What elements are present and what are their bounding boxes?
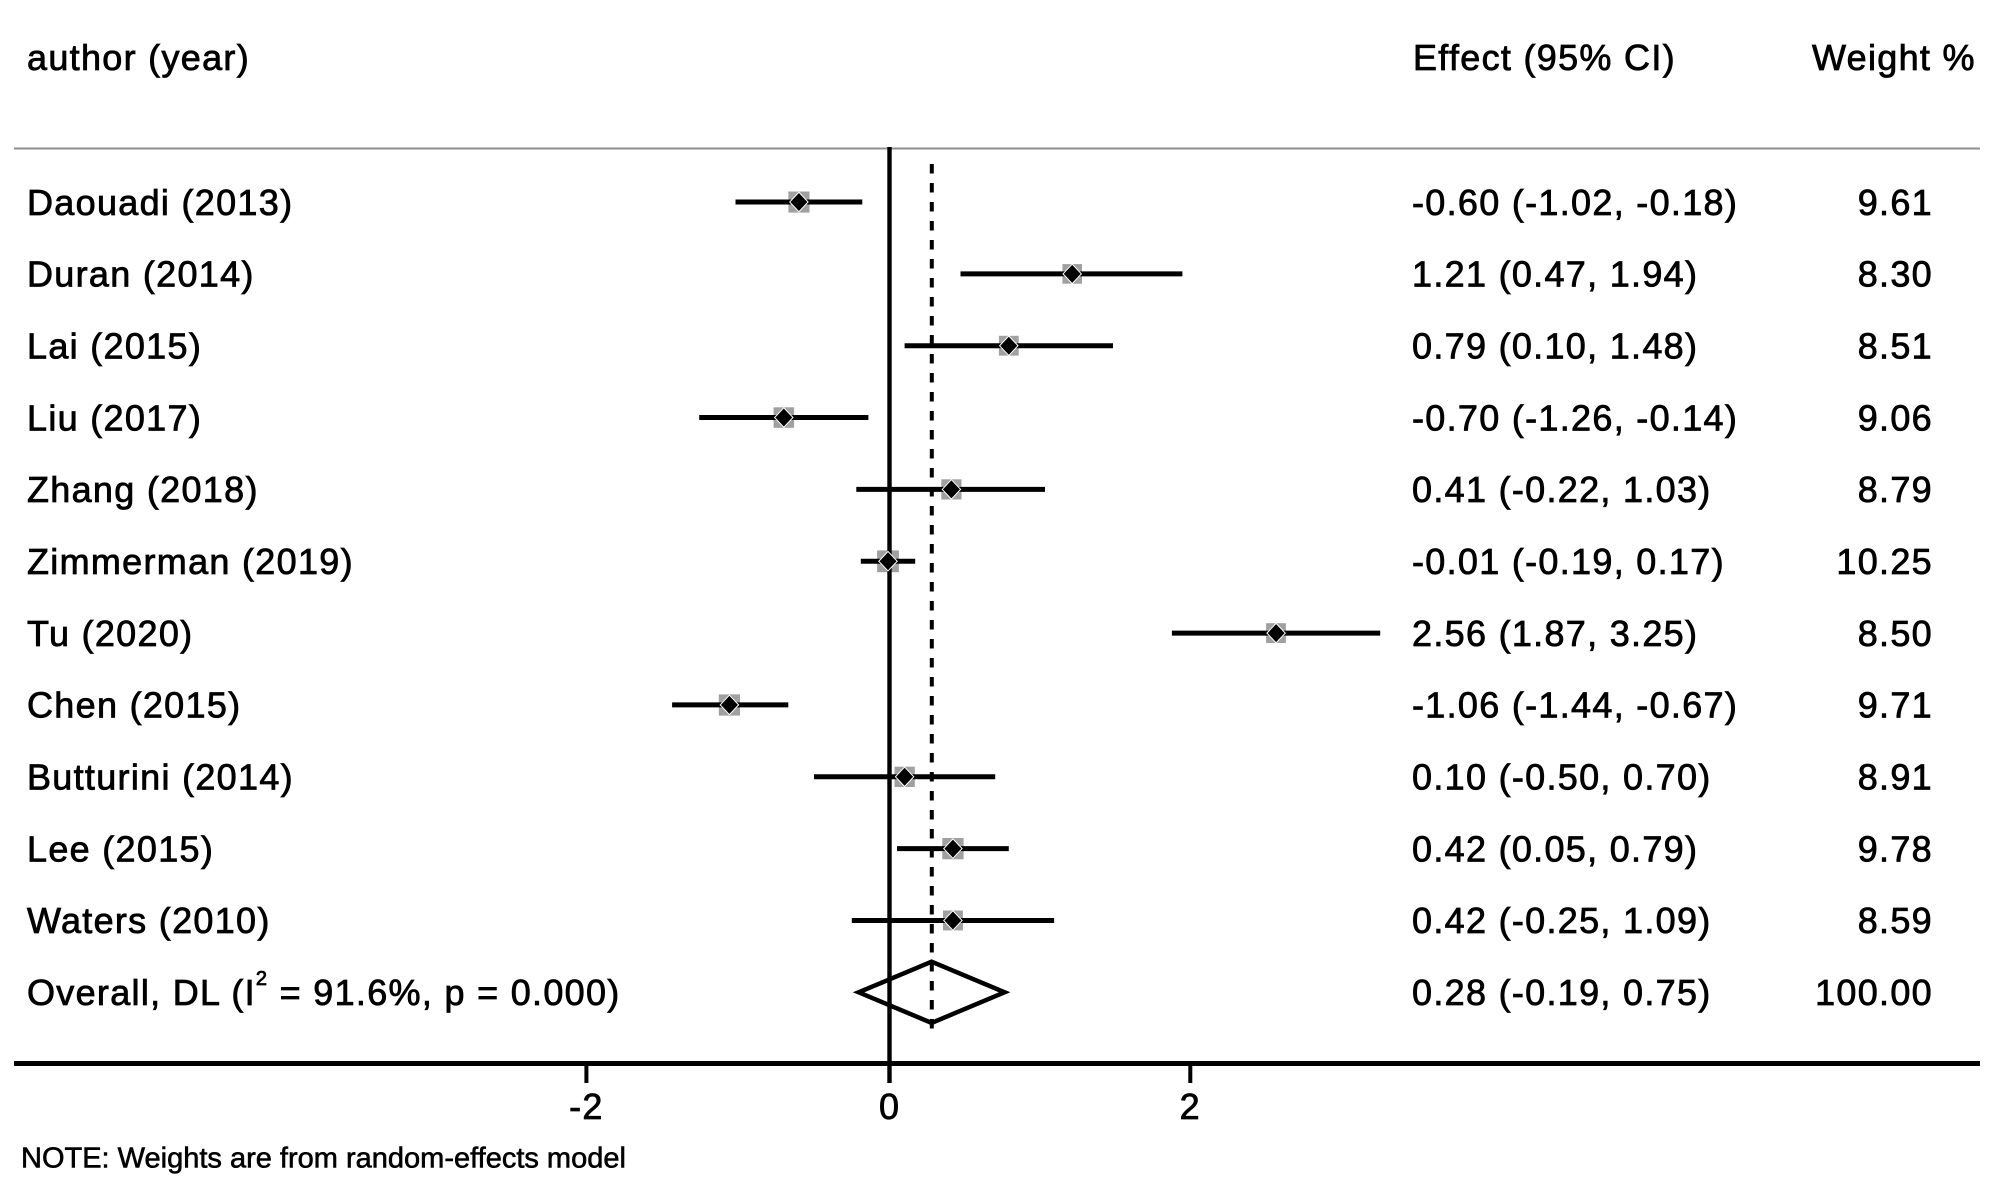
- svg-text:author (year): author (year): [27, 37, 250, 78]
- svg-text:Effect (95% CI): Effect (95% CI): [1413, 37, 1676, 78]
- svg-text:-2: -2: [569, 1086, 604, 1127]
- svg-text:0.42 (0.05, 0.79): 0.42 (0.05, 0.79): [1412, 828, 1698, 869]
- svg-text:Lee (2015): Lee (2015): [27, 828, 214, 869]
- svg-text:Zimmerman (2019): Zimmerman (2019): [27, 541, 354, 582]
- svg-text:Tu (2020): Tu (2020): [27, 613, 193, 654]
- svg-text:10.25: 10.25: [1836, 541, 1933, 582]
- svg-text:0.41 (-0.22, 1.03): 0.41 (-0.22, 1.03): [1412, 469, 1712, 510]
- svg-text:Daouadi (2013): Daouadi (2013): [27, 182, 293, 223]
- svg-text:0.10 (-0.50, 0.70): 0.10 (-0.50, 0.70): [1412, 757, 1712, 798]
- svg-text:-0.70 (-1.26, -0.14): -0.70 (-1.26, -0.14): [1412, 397, 1738, 438]
- svg-text:100.00: 100.00: [1815, 972, 1933, 1013]
- svg-text:1.21 (0.47, 1.94): 1.21 (0.47, 1.94): [1412, 254, 1698, 295]
- svg-text:9.06: 9.06: [1858, 397, 1933, 438]
- svg-text:Zhang (2018): Zhang (2018): [27, 469, 259, 510]
- svg-text:0.79 (0.10, 1.48): 0.79 (0.10, 1.48): [1412, 325, 1698, 366]
- svg-text:-0.01 (-0.19, 0.17): -0.01 (-0.19, 0.17): [1412, 541, 1725, 582]
- svg-text:2.56 (1.87, 3.25): 2.56 (1.87, 3.25): [1412, 613, 1698, 654]
- svg-text:Waters (2010): Waters (2010): [27, 900, 271, 941]
- svg-text:8.30: 8.30: [1858, 254, 1933, 295]
- svg-text:Weight %: Weight %: [1812, 37, 1976, 78]
- svg-text:8.91: 8.91: [1858, 757, 1933, 798]
- svg-text:Overall, DL (I2 = 91.6%, p = 0: Overall, DL (I2 = 91.6%, p = 0.000): [27, 968, 621, 1013]
- svg-text:-0.60 (-1.02, -0.18): -0.60 (-1.02, -0.18): [1412, 182, 1738, 223]
- svg-text:0: 0: [879, 1086, 900, 1127]
- svg-text:8.59: 8.59: [1858, 900, 1933, 941]
- svg-text:NOTE: Weights are from random-: NOTE: Weights are from random-effects mo…: [21, 1143, 626, 1175]
- svg-text:0.42 (-0.25, 1.09): 0.42 (-0.25, 1.09): [1412, 900, 1712, 941]
- svg-text:9.78: 9.78: [1858, 828, 1933, 869]
- svg-text:Butturini (2014): Butturini (2014): [27, 757, 294, 798]
- svg-text:Duran (2014): Duran (2014): [27, 254, 255, 295]
- svg-text:8.79: 8.79: [1858, 469, 1933, 510]
- svg-text:8.51: 8.51: [1858, 325, 1933, 366]
- svg-text:9.61: 9.61: [1858, 182, 1933, 223]
- svg-text:0.28 (-0.19, 0.75): 0.28 (-0.19, 0.75): [1412, 972, 1712, 1013]
- svg-text:2: 2: [1180, 1086, 1201, 1127]
- svg-text:9.71: 9.71: [1858, 685, 1933, 726]
- svg-text:-1.06 (-1.44, -0.67): -1.06 (-1.44, -0.67): [1412, 685, 1738, 726]
- svg-text:Lai (2015): Lai (2015): [27, 325, 202, 366]
- svg-text:Liu (2017): Liu (2017): [27, 397, 202, 438]
- svg-text:Chen (2015): Chen (2015): [27, 685, 241, 726]
- svg-text:8.50: 8.50: [1858, 613, 1933, 654]
